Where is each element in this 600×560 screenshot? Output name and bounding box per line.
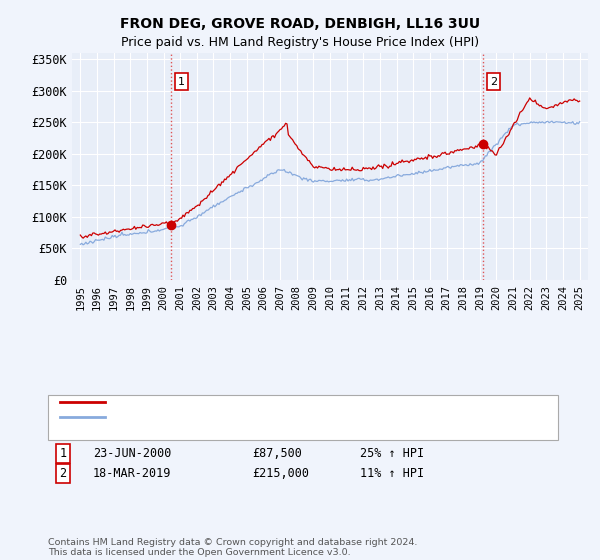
Text: HPI: Average price, detached house, Denbighshire: HPI: Average price, detached house, Denb… — [111, 412, 392, 422]
Text: 25% ↑ HPI: 25% ↑ HPI — [360, 447, 424, 460]
Text: £87,500: £87,500 — [252, 447, 302, 460]
Text: 2: 2 — [59, 466, 67, 480]
Text: 11% ↑ HPI: 11% ↑ HPI — [360, 466, 424, 480]
Text: 1: 1 — [59, 447, 67, 460]
Text: 1: 1 — [178, 77, 185, 87]
Text: 23-JUN-2000: 23-JUN-2000 — [93, 447, 172, 460]
Text: FRON DEG, GROVE ROAD, DENBIGH, LL16 3UU: FRON DEG, GROVE ROAD, DENBIGH, LL16 3UU — [120, 17, 480, 31]
Text: Price paid vs. HM Land Registry's House Price Index (HPI): Price paid vs. HM Land Registry's House … — [121, 36, 479, 49]
Text: 18-MAR-2019: 18-MAR-2019 — [93, 466, 172, 480]
Text: 2: 2 — [490, 77, 497, 87]
Text: FRON DEG, GROVE ROAD, DENBIGH, LL16 3UU (detached house): FRON DEG, GROVE ROAD, DENBIGH, LL16 3UU … — [111, 396, 473, 407]
Text: £215,000: £215,000 — [252, 466, 309, 480]
Text: Contains HM Land Registry data © Crown copyright and database right 2024.
This d: Contains HM Land Registry data © Crown c… — [48, 538, 418, 557]
